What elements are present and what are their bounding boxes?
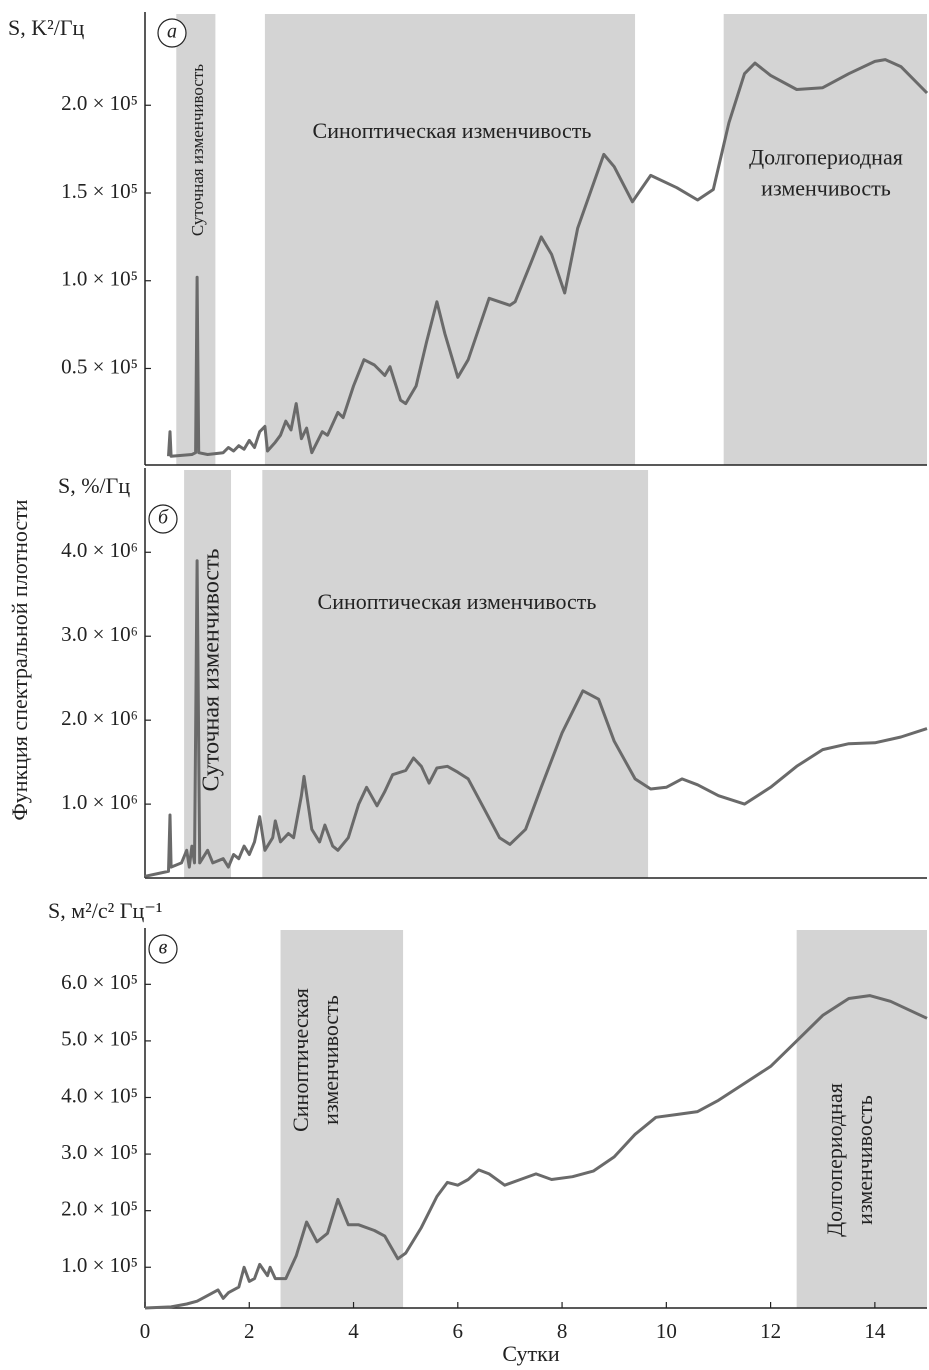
x-tick-label: 4	[348, 1319, 359, 1343]
shaded-region	[796, 930, 927, 1308]
shaded-region	[723, 14, 927, 465]
region-label: изменчивость	[318, 995, 343, 1125]
x-tick-label: 8	[557, 1319, 568, 1343]
region-label: Суточная изменчивость	[199, 548, 225, 791]
x-tick-label: 14	[864, 1319, 886, 1343]
y-tick-label: 4.0 × 10⁶	[61, 538, 138, 562]
y-tick-label: 1.0 × 10⁶	[61, 790, 138, 814]
region-label: Суточная изменчивость	[188, 64, 207, 236]
panel-label: б	[158, 507, 169, 529]
panel-badge	[148, 934, 178, 964]
y-tick-label: 1.0 × 10⁵	[61, 267, 138, 291]
y-tick-label: 1.0 × 10⁵	[61, 1253, 138, 1277]
shared-y-label: Функция спектральной плотности	[7, 499, 32, 820]
region-label: Синоптическая	[288, 988, 313, 1132]
spectrum-line	[144, 994, 928, 1310]
region-label: изменчивость	[852, 1095, 877, 1225]
y-axis-label: S, %/Гц	[58, 473, 130, 498]
y-axis-label: S, K²/Гц	[8, 15, 85, 40]
region-label: Долгопериодная	[822, 1083, 847, 1237]
y-tick-label: 2.0 × 10⁵	[61, 91, 138, 115]
y-tick-label: 1.5 × 10⁵	[61, 179, 138, 203]
x-tick-label: 12	[760, 1319, 781, 1343]
panel-label: в	[159, 937, 168, 959]
shaded-region	[264, 14, 636, 465]
y-tick-label: 2.0 × 10⁵	[61, 1196, 138, 1220]
y-tick-label: 2.0 × 10⁶	[61, 706, 138, 730]
x-tick-label: 6	[453, 1319, 464, 1343]
panel-badge	[157, 18, 187, 48]
panel-badge	[148, 504, 178, 534]
y-tick-label: 4.0 × 10⁵	[61, 1083, 138, 1107]
y-tick-label: 0.5 × 10⁵	[61, 354, 138, 378]
region-label: изменчивость	[761, 176, 891, 201]
panel-label: а	[167, 21, 177, 43]
x-axis-label: Сутки	[502, 1341, 559, 1366]
spectrum-line	[144, 559, 928, 878]
y-tick-label: 6.0 × 10⁵	[61, 970, 138, 994]
region-label: Долгопериодная	[749, 145, 903, 170]
region-label: Синоптическая изменчивость	[318, 589, 597, 614]
shaded-region	[184, 470, 232, 878]
x-tick-label: 2	[244, 1319, 255, 1343]
region-label: Синоптическая изменчивость	[313, 118, 592, 143]
y-tick-label: 3.0 × 10⁶	[61, 622, 138, 646]
shaded-region	[262, 470, 649, 878]
y-axis-label: S, м²/с² Гц⁻¹	[48, 898, 162, 923]
y-tick-label: 3.0 × 10⁵	[61, 1140, 138, 1164]
x-tick-label: 10	[656, 1319, 677, 1343]
x-tick-label: 0	[140, 1319, 151, 1343]
y-tick-label: 5.0 × 10⁵	[61, 1027, 138, 1051]
spectrum-line	[167, 58, 929, 458]
